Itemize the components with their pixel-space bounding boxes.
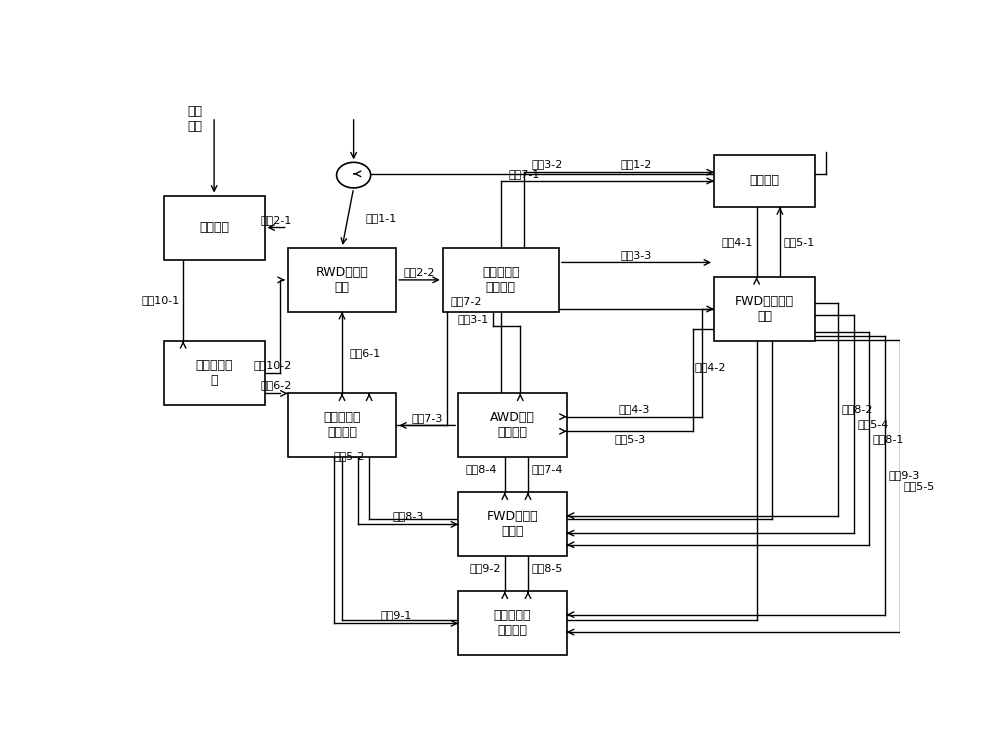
Text: 条件7-2: 条件7-2 bbox=[450, 296, 482, 306]
Text: 发动机单独
驱动模式: 发动机单独 驱动模式 bbox=[494, 609, 531, 637]
FancyBboxPatch shape bbox=[164, 341, 264, 405]
FancyBboxPatch shape bbox=[288, 248, 396, 312]
Text: 条件1-2: 条件1-2 bbox=[621, 160, 652, 169]
Text: 条件6-2: 条件6-2 bbox=[260, 380, 292, 391]
Text: 条件10-1: 条件10-1 bbox=[141, 296, 179, 305]
FancyBboxPatch shape bbox=[714, 155, 815, 207]
Text: 条件1-1: 条件1-1 bbox=[365, 213, 396, 223]
FancyBboxPatch shape bbox=[443, 248, 559, 312]
Text: 条件7-1: 条件7-1 bbox=[509, 169, 540, 179]
FancyBboxPatch shape bbox=[458, 492, 567, 556]
Text: 条件9-3: 条件9-3 bbox=[888, 470, 920, 481]
Text: 条件2-2: 条件2-2 bbox=[404, 267, 435, 277]
FancyBboxPatch shape bbox=[458, 393, 567, 457]
Text: 条件4-1: 条件4-1 bbox=[721, 237, 753, 247]
Text: 条件5-3: 条件5-3 bbox=[614, 434, 646, 445]
Text: FWD并联发电
模式: FWD并联发电 模式 bbox=[735, 295, 794, 323]
Text: 条件5-2: 条件5-2 bbox=[334, 451, 365, 461]
Text: 条件9-2: 条件9-2 bbox=[469, 563, 501, 573]
Text: 停车模式: 停车模式 bbox=[199, 221, 229, 234]
Text: 串联模式: 串联模式 bbox=[749, 175, 779, 187]
Text: 条件3-1: 条件3-1 bbox=[458, 314, 489, 324]
Text: 发动机停机
动态模式: 发动机停机 动态模式 bbox=[323, 411, 361, 439]
FancyBboxPatch shape bbox=[458, 591, 567, 655]
FancyBboxPatch shape bbox=[714, 277, 815, 341]
Text: AWD并联
驱动模式: AWD并联 驱动模式 bbox=[490, 411, 535, 439]
Text: RWD纯电动
模式: RWD纯电动 模式 bbox=[316, 266, 368, 294]
Text: 条件9-1: 条件9-1 bbox=[381, 610, 412, 621]
Text: FWD并联驱
动模式: FWD并联驱 动模式 bbox=[487, 510, 538, 538]
Text: 条件7-3: 条件7-3 bbox=[412, 413, 443, 423]
Text: 条件5-4: 条件5-4 bbox=[857, 419, 889, 429]
Text: 条件4-2: 条件4-2 bbox=[694, 362, 726, 372]
Text: 条件6-1: 条件6-1 bbox=[350, 348, 381, 358]
Text: 条件8-2: 条件8-2 bbox=[842, 404, 873, 414]
Text: 条件8-3: 条件8-3 bbox=[392, 512, 424, 522]
Text: 条件10-2: 条件10-2 bbox=[253, 360, 291, 370]
FancyBboxPatch shape bbox=[164, 196, 264, 259]
Text: 条件8-1: 条件8-1 bbox=[873, 433, 904, 444]
Text: 条件5-5: 条件5-5 bbox=[904, 482, 935, 491]
Text: 条件4-3: 条件4-3 bbox=[619, 404, 650, 414]
Text: 条件2-1: 条件2-1 bbox=[260, 215, 292, 225]
Text: 条件8-5: 条件8-5 bbox=[532, 563, 563, 573]
Text: 发动机启动
动态模式: 发动机启动 动态模式 bbox=[482, 266, 520, 294]
Text: 再生制动模
式: 再生制动模 式 bbox=[195, 359, 233, 387]
Text: 条件3-2: 条件3-2 bbox=[532, 160, 563, 169]
FancyBboxPatch shape bbox=[288, 393, 396, 457]
Text: 条件5-1: 条件5-1 bbox=[784, 237, 815, 247]
Text: 条件8-4: 条件8-4 bbox=[466, 464, 497, 474]
Text: 默认
状态: 默认 状态 bbox=[187, 105, 202, 133]
Text: 条件7-4: 条件7-4 bbox=[532, 464, 563, 474]
Text: 条件3-3: 条件3-3 bbox=[621, 249, 652, 259]
